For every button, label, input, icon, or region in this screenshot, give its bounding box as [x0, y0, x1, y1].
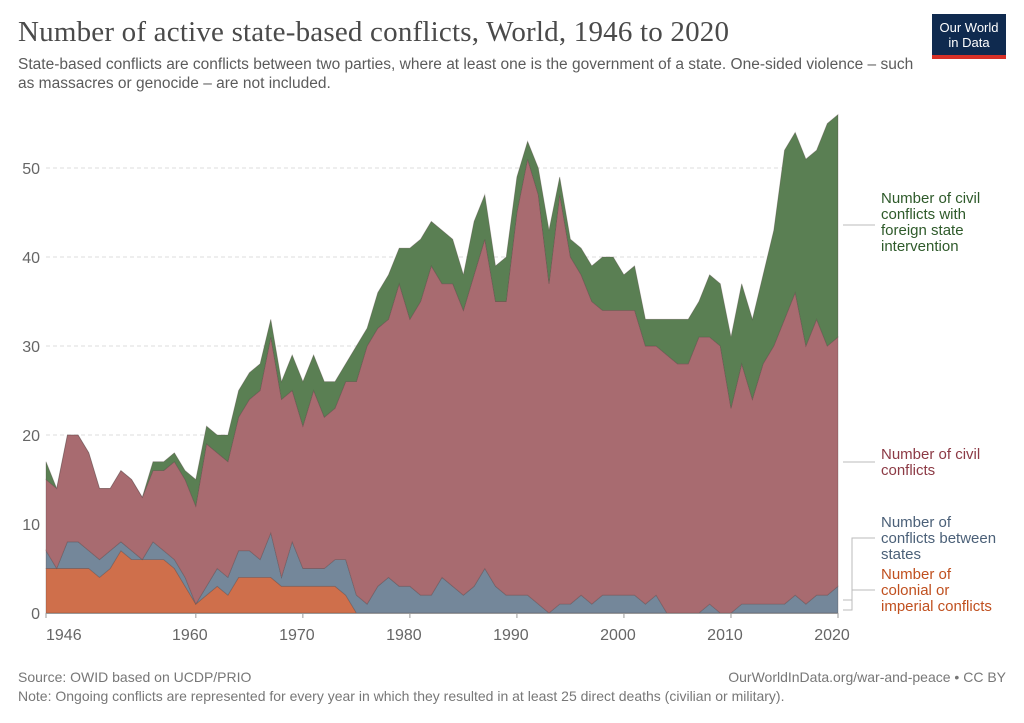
label-intervention-line: conflicts with — [881, 206, 966, 223]
x-tick-label: 1946 — [46, 627, 82, 644]
label-interstate-line: conflicts between — [881, 530, 996, 547]
label-colonial-line: Number of — [881, 566, 952, 583]
x-tick-label: 2020 — [814, 627, 850, 644]
logo-line-1: Our World — [939, 20, 999, 35]
note-text: Note: Ongoing conflicts are represented … — [18, 688, 785, 704]
x-tick-label: 2010 — [707, 627, 743, 644]
label-colonial-line: colonial or — [881, 582, 949, 599]
y-tick-label: 50 — [22, 161, 40, 178]
x-tick-label: 1980 — [386, 627, 422, 644]
credit-link[interactable]: OurWorldInData.org/war-and-peace • CC BY — [728, 669, 1006, 685]
x-tick-label: 1970 — [279, 627, 315, 644]
area-series-3 — [45, 113, 839, 508]
logo-line-2: in Data — [948, 35, 990, 50]
label-civil-line: Number of civil — [881, 446, 980, 463]
label-interstate-line: Number of — [881, 514, 952, 531]
x-tick-label: 1960 — [172, 627, 208, 644]
label-interstate-connector — [843, 537, 875, 601]
x-tick-label: 1990 — [493, 627, 529, 644]
label-intervention-line: intervention — [881, 238, 959, 255]
label-colonial-connector — [843, 589, 875, 611]
y-tick-label: 40 — [22, 250, 40, 267]
label-interstate-line: states — [881, 546, 921, 563]
y-tick-label: 20 — [22, 428, 40, 445]
source-text: Source: OWID based on UCDP/PRIO — [18, 669, 252, 685]
label-colonial-line: imperial conflicts — [881, 598, 992, 615]
area-series-2 — [45, 158, 839, 614]
y-tick-label: 10 — [22, 517, 40, 534]
owid-logo[interactable]: Our World in Data — [932, 14, 1006, 59]
y-tick-label: 0 — [31, 606, 40, 623]
label-intervention-line: foreign state — [881, 222, 964, 239]
x-tick-label: 2000 — [600, 627, 636, 644]
y-tick-label: 30 — [22, 339, 40, 356]
label-intervention-line: Number of civil — [881, 190, 980, 207]
chart-title: Number of active state-based conflicts, … — [18, 16, 730, 48]
chart-subtitle: State-based conflicts are conflicts betw… — [18, 56, 914, 92]
label-civil-line: conflicts — [881, 462, 935, 479]
